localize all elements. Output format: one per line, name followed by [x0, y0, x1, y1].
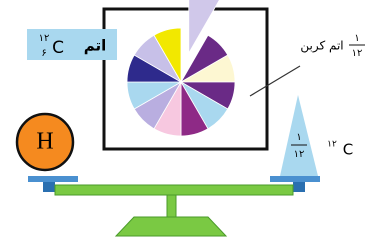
- beam: [55, 185, 293, 195]
- right-pan: [270, 176, 320, 182]
- diagram: اتم C ۱۲ ۶ ۱ ۱۲ اتم کربن ۱ ۱۲ ۱۲ C H: [0, 0, 373, 240]
- left-pan-stem: [43, 182, 55, 192]
- cone-numerator: ۱: [296, 132, 301, 143]
- right-pan-stem: [293, 182, 305, 192]
- stand: [116, 217, 226, 236]
- symbol: C: [52, 38, 64, 58]
- cone-symbol: C: [343, 141, 353, 159]
- carbon-atom-text: اتم کربن: [300, 39, 343, 54]
- atomic-number: ۶: [41, 48, 46, 59]
- cone-denominator: ۱۲: [294, 149, 305, 160]
- atom-text: اتم: [84, 37, 107, 55]
- mass-number: ۱۲: [39, 33, 50, 44]
- fraction-denominator: ۱۲: [352, 48, 363, 59]
- fraction-numerator: ۱: [354, 33, 359, 44]
- hydrogen-symbol: H: [36, 129, 53, 155]
- left-pan: [28, 176, 78, 182]
- cone-mass: ۱۲: [327, 140, 337, 150]
- post: [167, 195, 176, 217]
